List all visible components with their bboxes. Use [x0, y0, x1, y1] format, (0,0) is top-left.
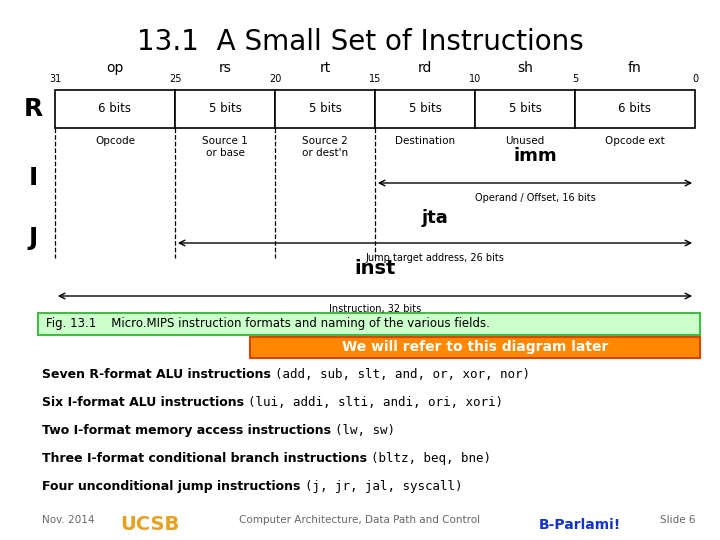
Text: 31: 31 [49, 74, 61, 84]
Text: 0: 0 [692, 74, 698, 84]
Text: We will refer to this diagram later: We will refer to this diagram later [342, 341, 608, 354]
Text: 25: 25 [168, 74, 181, 84]
Text: 6 bits: 6 bits [99, 103, 132, 116]
Text: jta: jta [422, 209, 449, 227]
Text: Opcode ext: Opcode ext [605, 136, 665, 146]
Text: inst: inst [354, 259, 396, 278]
Text: 20: 20 [269, 74, 282, 84]
Text: Fig. 13.1    Micro.MIPS instruction formats and naming of the various fields.: Fig. 13.1 Micro.MIPS instruction formats… [46, 318, 490, 330]
Bar [55, 90, 175, 128]
Text: Unused: Unused [505, 136, 544, 146]
Text: Nov. 2014: Nov. 2014 [42, 515, 94, 525]
Text: 5: 5 [572, 74, 578, 84]
Text: (lw, sw): (lw, sw) [336, 424, 395, 437]
Bar [575, 90, 695, 128]
Text: (lui, addi, slti, andi, ori, xori): (lui, addi, slti, andi, ori, xori) [248, 396, 503, 409]
Text: Three I-format conditional branch instructions: Three I-format conditional branch instru… [42, 452, 372, 465]
Text: imm: imm [513, 147, 557, 165]
Text: Six I-format ALU instructions: Six I-format ALU instructions [42, 396, 248, 409]
Text: 5 bits: 5 bits [408, 103, 441, 116]
Text: (j, jr, jal, syscall): (j, jr, jal, syscall) [305, 480, 462, 493]
Text: 5 bits: 5 bits [209, 103, 241, 116]
Text: J: J [28, 226, 37, 250]
Text: Two I-format memory access instructions: Two I-format memory access instructions [42, 424, 336, 437]
Text: Destination: Destination [395, 136, 455, 146]
Bar [275, 90, 375, 128]
Text: (bltz, beq, bne): (bltz, beq, bne) [372, 452, 491, 465]
Text: Seven R-format ALU instructions: Seven R-format ALU instructions [42, 368, 275, 381]
Bar [475, 90, 575, 128]
Text: rt: rt [320, 61, 330, 75]
Bar [38, 313, 700, 335]
Text: (add, sub, slt, and, or, xor, nor): (add, sub, slt, and, or, xor, nor) [275, 368, 530, 381]
Bar [375, 90, 475, 128]
Text: 13.1  A Small Set of Instructions: 13.1 A Small Set of Instructions [137, 28, 583, 56]
Bar [175, 90, 275, 128]
Text: fn: fn [628, 61, 642, 75]
Text: 15: 15 [369, 74, 381, 84]
Text: R: R [23, 97, 42, 121]
Text: Operand / Offset, 16 bits: Operand / Offset, 16 bits [474, 193, 595, 203]
Text: Four unconditional jump instructions: Four unconditional jump instructions [42, 480, 305, 493]
Text: 5 bits: 5 bits [508, 103, 541, 116]
Text: Source 1
or base: Source 1 or base [202, 136, 248, 158]
Text: Instruction, 32 bits: Instruction, 32 bits [329, 304, 421, 314]
Bar [250, 337, 700, 358]
Text: Computer Architecture, Data Path and Control: Computer Architecture, Data Path and Con… [240, 515, 480, 525]
Text: UCSB: UCSB [120, 516, 179, 535]
Text: rs: rs [219, 61, 231, 75]
Text: 5 bits: 5 bits [309, 103, 341, 116]
Text: Source 2
or dest'n: Source 2 or dest'n [302, 136, 348, 158]
Text: B-Parlami!: B-Parlami! [539, 518, 621, 532]
Text: 6 bits: 6 bits [618, 103, 652, 116]
Text: op: op [107, 61, 124, 75]
Text: I: I [28, 166, 37, 190]
Text: sh: sh [517, 61, 533, 75]
Text: 10: 10 [469, 74, 481, 84]
Text: rd: rd [418, 61, 432, 75]
Text: Jump target address, 26 bits: Jump target address, 26 bits [366, 253, 505, 263]
Text: Opcode: Opcode [95, 136, 135, 146]
Text: Slide 6: Slide 6 [660, 515, 695, 525]
